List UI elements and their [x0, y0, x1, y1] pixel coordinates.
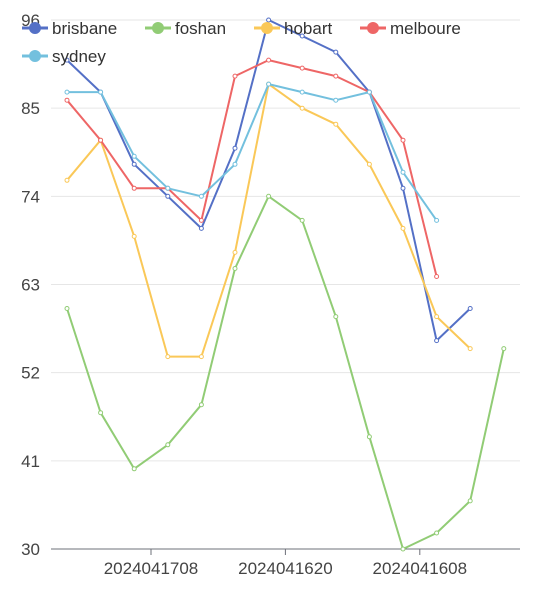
data-point[interactable]	[266, 193, 272, 199]
data-point[interactable]	[98, 137, 104, 143]
data-point[interactable]	[434, 338, 440, 344]
data-point[interactable]	[198, 354, 204, 360]
data-point[interactable]	[434, 274, 440, 279]
data-point[interactable]	[501, 346, 507, 352]
data-point[interactable]	[434, 217, 440, 223]
y-tick-label: 41	[21, 452, 40, 471]
data-point[interactable]	[98, 410, 104, 416]
data-point[interactable]	[131, 233, 137, 239]
legend-marker	[261, 22, 273, 34]
data-point[interactable]	[400, 169, 406, 175]
data-point[interactable]	[131, 161, 137, 167]
y-tick-label: 85	[21, 99, 40, 118]
series-lines	[64, 17, 507, 552]
data-point[interactable]	[467, 346, 473, 352]
data-point[interactable]	[165, 354, 171, 360]
series-line-sydney	[67, 83, 438, 221]
data-point[interactable]	[198, 193, 204, 199]
data-point[interactable]	[64, 57, 70, 63]
data-point[interactable]	[266, 17, 272, 23]
legend-marker	[367, 22, 379, 34]
series-line-foshan	[66, 195, 505, 550]
data-point[interactable]	[64, 97, 70, 103]
data-point[interactable]	[131, 153, 137, 159]
legend-marker	[29, 50, 41, 62]
x-tick-label: 2024041708	[104, 559, 199, 578]
grid-lines	[51, 19, 520, 462]
data-point[interactable]	[165, 185, 171, 191]
data-point[interactable]	[333, 121, 339, 127]
legend-label: hobart	[284, 19, 332, 38]
data-point[interactable]	[333, 73, 339, 79]
data-point[interactable]	[64, 306, 70, 311]
data-point[interactable]	[333, 97, 339, 103]
legend-marker	[152, 22, 164, 34]
legend-item-sydney[interactable]: sydney	[22, 47, 106, 66]
y-tick-label: 74	[21, 187, 40, 206]
data-point[interactable]	[64, 177, 70, 183]
data-point[interactable]	[434, 314, 440, 320]
data-point[interactable]	[198, 402, 204, 408]
data-point[interactable]	[299, 33, 305, 39]
data-point[interactable]	[400, 137, 406, 143]
y-tick-label: 52	[21, 364, 40, 383]
y-tick-label: 30	[21, 540, 40, 559]
data-point[interactable]	[333, 49, 339, 55]
data-point[interactable]	[299, 89, 305, 95]
data-point[interactable]	[165, 193, 171, 199]
legend-marker	[29, 22, 41, 34]
series-brisbane	[64, 17, 473, 344]
x-tick-label: 2024041608	[373, 559, 468, 578]
legend-item-foshan[interactable]: foshan	[145, 19, 226, 38]
series-foshan	[64, 193, 507, 552]
legend-label: melboure	[390, 19, 461, 38]
series-melboure	[64, 57, 440, 279]
x-tick-label: 2024041620	[238, 559, 333, 578]
data-point[interactable]	[64, 89, 70, 95]
data-point[interactable]	[131, 185, 137, 191]
data-point[interactable]	[400, 185, 406, 191]
series-hobart	[64, 81, 473, 360]
y-tick-label: 63	[21, 276, 40, 295]
data-point[interactable]	[198, 217, 204, 223]
data-point[interactable]	[266, 57, 272, 63]
data-point[interactable]	[467, 306, 473, 311]
data-point[interactable]	[434, 530, 440, 536]
data-point[interactable]	[299, 217, 305, 223]
legend[interactable]: brisbane foshan hobart melboure sydney	[22, 19, 461, 66]
data-point[interactable]	[266, 81, 272, 87]
data-point[interactable]	[400, 225, 406, 231]
data-point[interactable]	[232, 266, 238, 271]
legend-item-hobart[interactable]: hobart	[254, 19, 332, 38]
data-point[interactable]	[232, 145, 238, 151]
data-point[interactable]	[299, 105, 305, 111]
data-point[interactable]	[165, 442, 171, 448]
legend-item-melboure[interactable]: melboure	[360, 19, 461, 38]
series-sydney	[64, 81, 440, 223]
data-point[interactable]	[333, 314, 339, 320]
data-point[interactable]	[98, 89, 104, 95]
data-point[interactable]	[232, 161, 238, 167]
legend-label: sydney	[52, 47, 106, 66]
series-line-melboure	[66, 59, 438, 277]
data-point[interactable]	[232, 73, 238, 79]
data-point[interactable]	[131, 466, 137, 472]
data-point[interactable]	[299, 65, 305, 71]
legend-label: foshan	[175, 19, 226, 38]
data-point[interactable]	[366, 434, 372, 440]
data-point[interactable]	[366, 89, 372, 95]
data-point[interactable]	[467, 498, 473, 504]
legend-item-brisbane[interactable]: brisbane	[22, 19, 117, 38]
data-point[interactable]	[232, 249, 238, 255]
data-point[interactable]	[198, 225, 204, 231]
data-point[interactable]	[366, 161, 372, 167]
legend-label: brisbane	[52, 19, 117, 38]
data-point[interactable]	[400, 546, 406, 552]
